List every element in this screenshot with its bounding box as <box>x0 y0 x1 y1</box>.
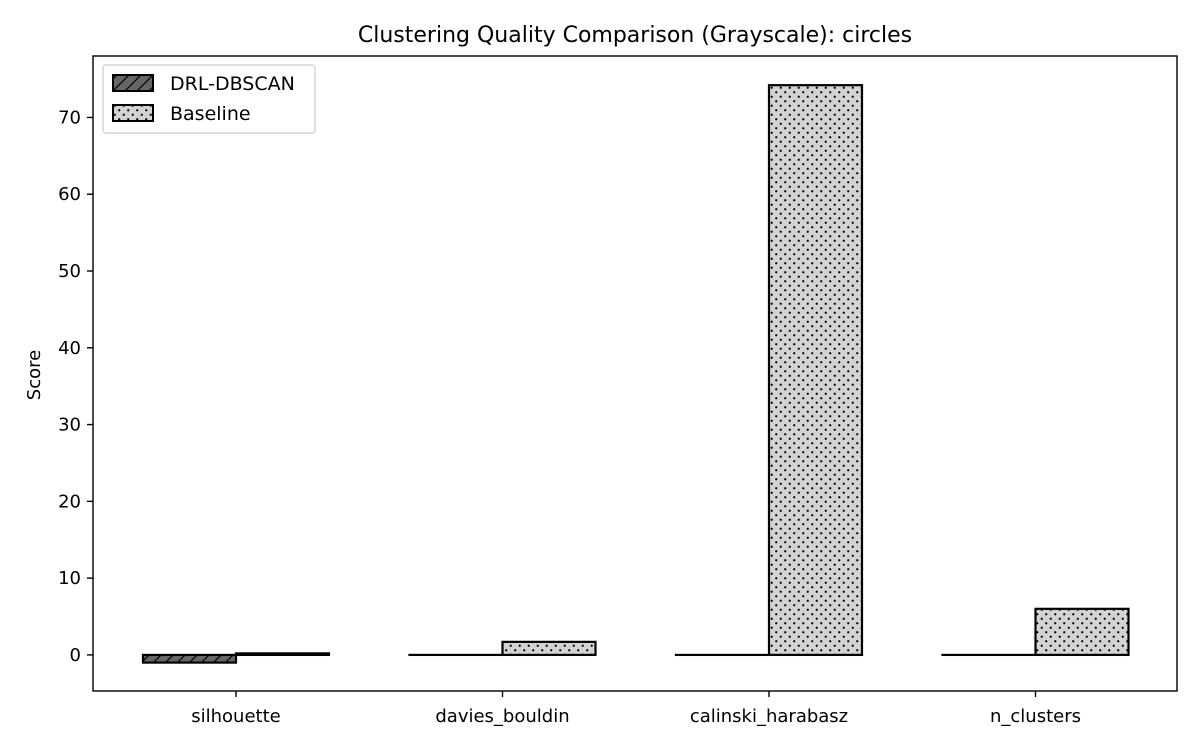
y-tick-label: 50 <box>58 261 81 282</box>
y-axis-title: Score <box>24 350 45 400</box>
y-tick-label: 10 <box>58 568 81 589</box>
bars-layer <box>141 84 1130 664</box>
bar-drl-dbscan-silhouette <box>141 653 238 664</box>
legend-swatch-drl-dbscan <box>112 74 154 92</box>
x-tick-label: calinski_harabasz <box>690 706 848 727</box>
legend-frame <box>102 64 316 134</box>
x-tick-label: silhouette <box>191 706 280 727</box>
y-tick-label: 70 <box>58 107 81 128</box>
axes-layer: 0 10 20 30 40 50 60 70 silhouette davies_bouldin c… <box>58 55 1178 727</box>
bar-baseline-davies-bouldin <box>501 640 597 657</box>
legend-label-drl-dbscan: DRL-DBSCAN <box>170 73 295 95</box>
chart-title: Clustering Quality Comparison (Grayscale… <box>358 23 912 48</box>
bar-baseline-n-clusters <box>1034 607 1130 657</box>
legend: DRL-DBSCAN Baseline <box>102 64 316 134</box>
plot-frame <box>92 55 1178 692</box>
y-tick-label: 60 <box>58 184 81 205</box>
x-tick-label: n_clusters <box>990 706 1081 727</box>
y-tick-label: 30 <box>58 415 81 436</box>
legend-swatch-baseline <box>112 104 154 122</box>
y-tick-label: 0 <box>70 645 81 666</box>
bar-baseline-calinski-harabasz <box>767 84 864 657</box>
y-tick-label: 20 <box>58 491 81 512</box>
bar-baseline-silhouette <box>234 652 331 657</box>
x-tick-label: davies_bouldin <box>435 706 569 727</box>
legend-label-baseline: Baseline <box>170 103 251 125</box>
y-tick-label: 40 <box>58 338 81 359</box>
